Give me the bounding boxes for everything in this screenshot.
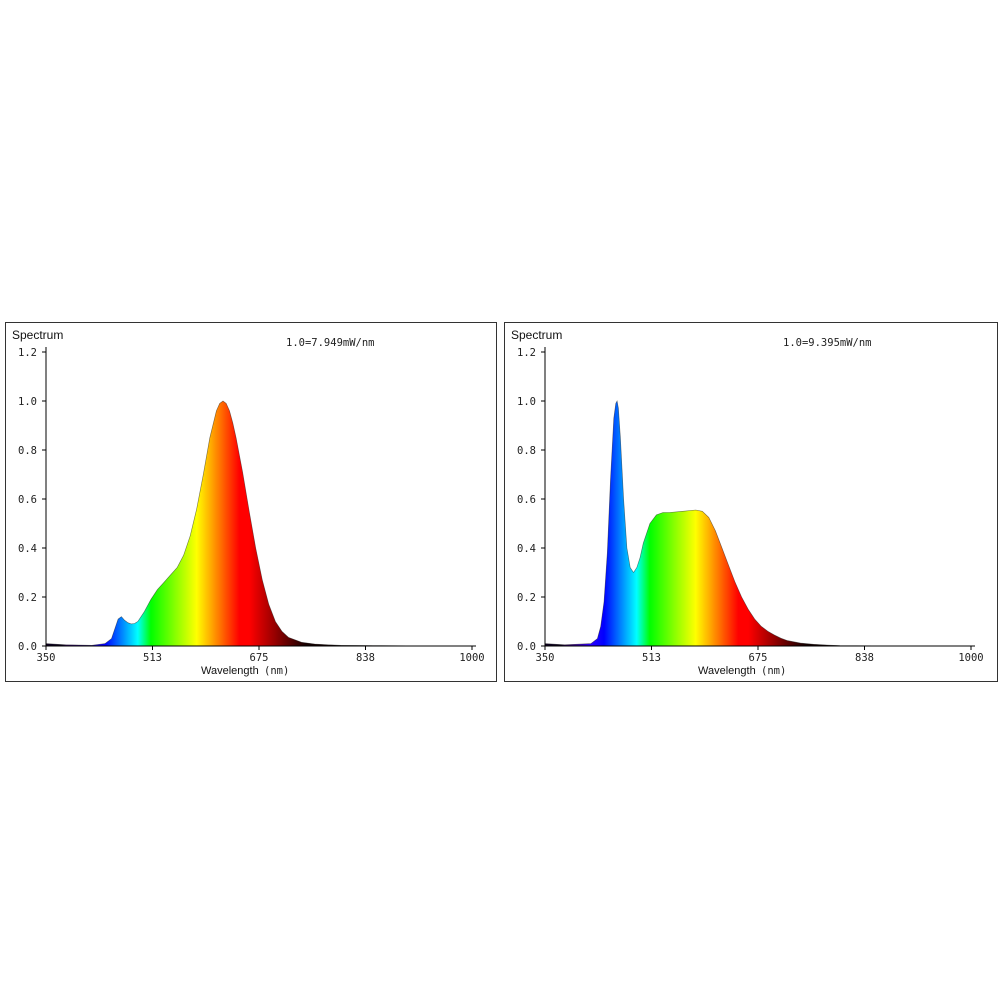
x-axis-label: Wavelength	[698, 665, 756, 677]
y-tick-label: 0.2	[18, 592, 37, 604]
y-tick-label: 0.0	[517, 641, 536, 653]
y-tick-label: 0.8	[18, 445, 37, 457]
x-tick-label: 513	[143, 652, 162, 664]
y-tick-label: 1.2	[18, 347, 37, 359]
scale-annotation: 1.0=7.949mW/nm	[286, 337, 375, 349]
x-tick-label: 675	[749, 652, 768, 664]
plot-area: 0.0 0.2 0.4 0.6 0.8 1.0 1.2 350 513 675 838 1000	[18, 347, 485, 664]
x-tick-label: 838	[356, 652, 375, 664]
y-tick-label: 0.4	[18, 543, 37, 555]
x-tick-label: 1000	[459, 652, 484, 664]
x-tick-label: 1000	[958, 652, 983, 664]
spectrum-line	[544, 400, 972, 647]
y-tick-label: 0.6	[517, 494, 536, 506]
x-axis-unit: (nm)	[761, 665, 786, 677]
spectrum-panel-right: Spectrum 1.0=9.395mW/nm 0.0 0.2 0.4 0.6 0.8 1…	[504, 322, 998, 682]
spectrum-area	[545, 401, 971, 646]
y-tick-label: 0.2	[517, 592, 536, 604]
y-tick-label: 1.2	[517, 347, 536, 359]
y-tick-label: 0.8	[517, 445, 536, 457]
y-tick-label: 0.0	[18, 641, 37, 653]
spectrum-panel-left: Spectrum 1.0=7.949mW/nm 0.0 0.2 0.4 0.6 0.8 1…	[5, 322, 497, 682]
scale-annotation: 1.0=9.395mW/nm	[783, 337, 872, 349]
spectrum-area	[46, 401, 472, 646]
y-tick-label: 1.0	[517, 396, 536, 408]
spectrum-line	[45, 400, 473, 647]
spectrum-chart-right: Spectrum 1.0=9.395mW/nm 0.0 0.2 0.4 0.6 0.8 1…	[511, 328, 984, 677]
x-axis-unit: (nm)	[264, 665, 289, 677]
y-tick-label: 1.0	[18, 396, 37, 408]
x-tick-label: 350	[37, 652, 56, 664]
chart-title: Spectrum	[12, 328, 63, 342]
x-tick-label: 675	[250, 652, 269, 664]
chart-title: Spectrum	[511, 328, 562, 342]
plot-area: 0.0 0.2 0.4 0.6 0.8 1.0 1.2 350 513 675 838 1000	[517, 347, 984, 664]
x-tick-label: 838	[855, 652, 874, 664]
x-tick-label: 513	[642, 652, 661, 664]
x-tick-label: 350	[536, 652, 555, 664]
spectrum-chart-left: Spectrum 1.0=7.949mW/nm 0.0 0.2 0.4 0.6 0.8 1…	[12, 328, 485, 677]
y-tick-label: 0.6	[18, 494, 37, 506]
y-tick-label: 0.4	[517, 543, 536, 555]
x-axis-label: Wavelength	[201, 665, 259, 677]
